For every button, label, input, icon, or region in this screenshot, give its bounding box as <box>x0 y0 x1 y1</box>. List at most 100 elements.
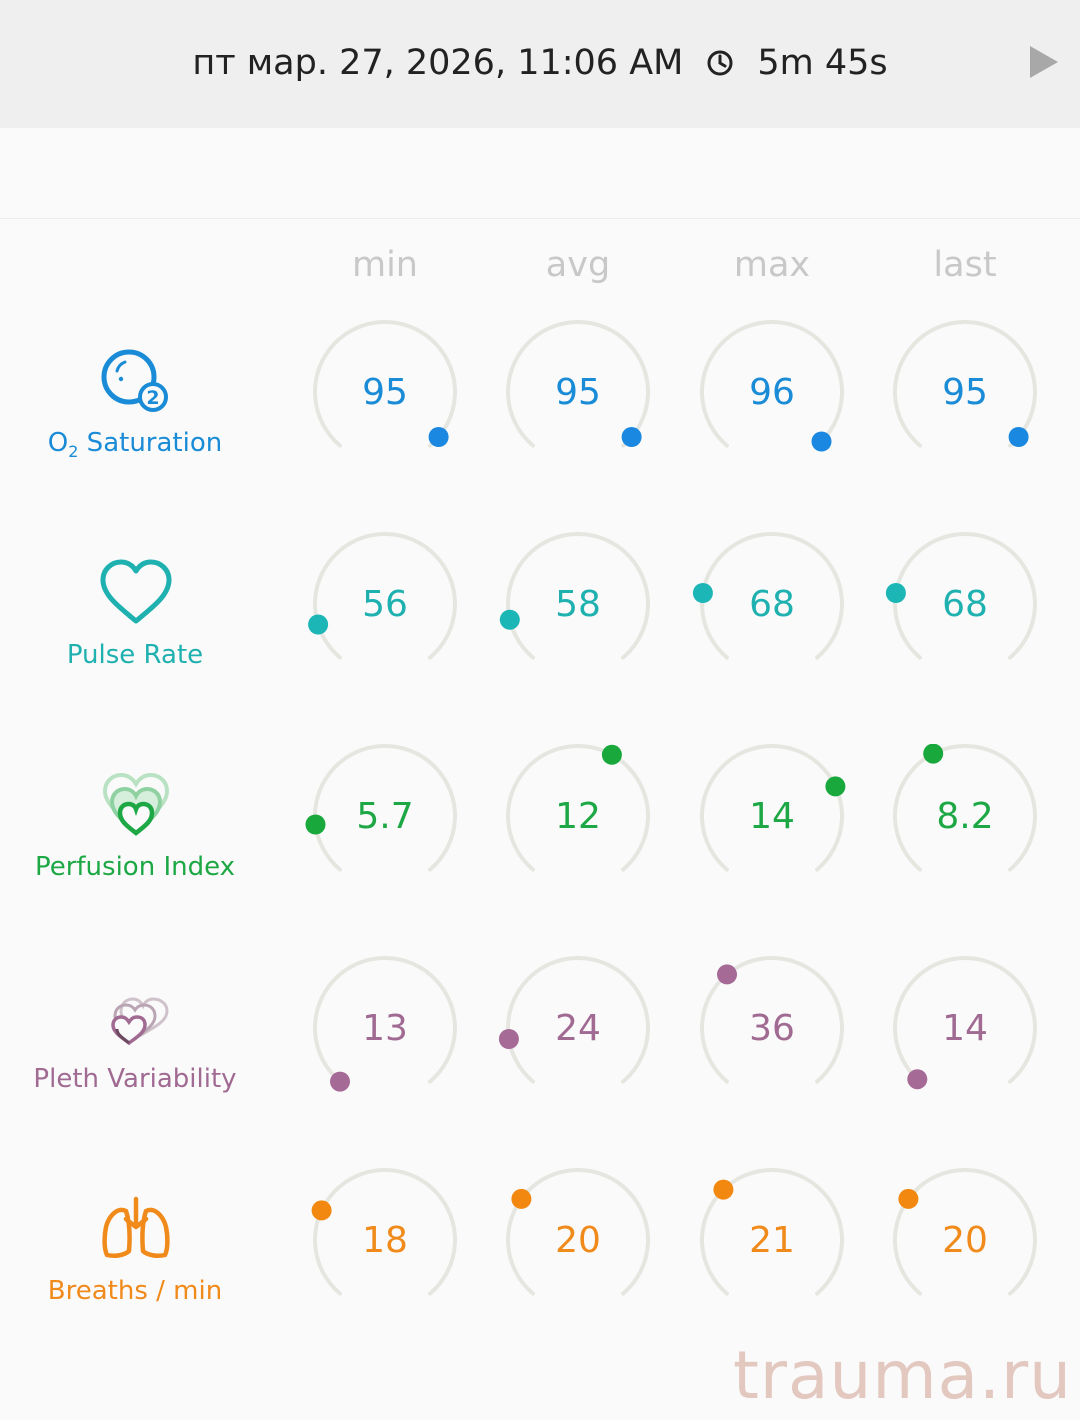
gauge-value: 58 <box>555 584 601 625</box>
gauge-track <box>506 1168 650 1296</box>
column-max: max <box>733 245 811 285</box>
gauge-breaths-avg: 20 <box>498 1168 658 1328</box>
gauge-pleth-max: 36 <box>692 956 852 1116</box>
gauge-indicator-dot <box>717 964 737 985</box>
spacer-area <box>0 128 1080 219</box>
gauge-track <box>700 532 844 660</box>
gauge-indicator-dot <box>825 776 846 797</box>
o2-icon: 2 <box>95 345 177 417</box>
metric-label: Pulse Rate <box>0 640 270 670</box>
gauge-track <box>700 744 844 872</box>
column-min: min <box>351 245 418 285</box>
metric-row-pleth: Pleth Variability 13 24 36 14 <box>0 956 1080 1168</box>
gauge-track <box>313 320 457 448</box>
lungs-icon <box>95 1193 177 1265</box>
metric-label: Breaths / min <box>0 1276 270 1306</box>
gauge-o2-avg: 95 <box>498 320 658 480</box>
gauge-pleth-min: 13 <box>305 956 465 1116</box>
column-headers: min avg max last <box>0 245 1080 295</box>
gauge-indicator-dot <box>499 609 520 630</box>
gauge-pulse-last: 68 <box>885 532 1045 692</box>
metric-row-breaths: Breaths / min 18 20 21 20 <box>0 1168 1080 1380</box>
metric-label: Pleth Variability <box>0 1064 270 1094</box>
top-bar: пт мар. 27, 2026, 11:06 AM 5m 45s <box>0 0 1080 128</box>
gauge-perfusion-avg: 12 <box>498 744 658 904</box>
gauge-breaths-last: 20 <box>885 1168 1045 1328</box>
gauge-track <box>506 320 650 448</box>
watermark: trauma.ru <box>733 1337 1072 1414</box>
gauge-indicator-dot <box>1008 427 1029 447</box>
metric-row-o2: 2 O2 Saturation 95 95 96 95 <box>0 320 1080 532</box>
gauge-indicator-dot <box>305 814 326 835</box>
gauge-track <box>893 1168 1037 1296</box>
gauge-breaths-max: 21 <box>692 1168 852 1328</box>
gauge-value: 14 <box>942 1008 988 1049</box>
gauge-value: 95 <box>942 372 988 413</box>
svg-text:2: 2 <box>146 387 159 409</box>
gauge-value: 18 <box>362 1220 408 1261</box>
gauge-indicator-dot <box>498 1029 519 1049</box>
gauge-value: 5.7 <box>356 796 414 837</box>
gauge-value: 14 <box>749 796 795 837</box>
gauge-value: 56 <box>362 584 408 625</box>
gauge-track <box>893 956 1037 1084</box>
metric-label-main: Perfusion Index <box>34 852 236 882</box>
gauge-indicator-dot <box>308 614 329 635</box>
gauge-indicator-dot <box>885 583 906 603</box>
column-avg: avg <box>545 245 611 285</box>
gauge-track <box>313 532 457 660</box>
gauge-value: 8.2 <box>936 796 994 837</box>
gauge-value: 21 <box>749 1220 795 1261</box>
clock-icon <box>707 50 733 76</box>
metric-label-subscript: 2 <box>68 442 79 462</box>
gauge-value: 95 <box>555 372 601 413</box>
gauge-indicator-dot <box>898 1188 919 1209</box>
gauge-track <box>700 320 844 448</box>
gauge-pleth-last: 14 <box>885 956 1045 1116</box>
pleth-icon <box>95 981 177 1053</box>
play-icon[interactable] <box>1026 42 1062 82</box>
gauge-indicator-dot <box>713 1179 734 1200</box>
gauge-pulse-max: 68 <box>692 532 852 692</box>
gauge-value: 68 <box>942 584 988 625</box>
gauge-indicator-dot <box>923 744 944 764</box>
session-datetime: пт мар. 27, 2026, 11:06 AM <box>192 43 684 83</box>
gauge-indicator-dot <box>330 1071 350 1092</box>
gauge-o2-last: 95 <box>885 320 1045 480</box>
gauge-value: 12 <box>555 796 601 837</box>
perfusion-icon <box>95 769 177 841</box>
gauge-track <box>313 956 457 1084</box>
metric-label-block: Pulse Rate <box>0 532 270 744</box>
metric-label-main: Pulse Rate <box>66 640 204 670</box>
metric-label-block: 2 O2 Saturation <box>0 320 270 532</box>
gauge-o2-max: 96 <box>692 320 852 480</box>
gauge-perfusion-last: 8.2 <box>885 744 1045 904</box>
metric-label-main: O <box>47 428 69 458</box>
metric-label-main: Breaths / min <box>47 1276 223 1306</box>
gauge-indicator-dot <box>692 583 713 603</box>
gauge-track <box>893 320 1037 448</box>
gauge-value: 68 <box>749 584 795 625</box>
gauge-perfusion-max: 14 <box>692 744 852 904</box>
gauge-indicator-dot <box>311 1200 332 1221</box>
gauge-value: 20 <box>555 1220 601 1261</box>
gauge-breaths-min: 18 <box>305 1168 465 1328</box>
gauge-indicator-dot <box>621 427 642 447</box>
metric-label: Perfusion Index <box>0 852 270 882</box>
gauge-track <box>893 532 1037 660</box>
gauge-value: 24 <box>555 1008 601 1049</box>
metric-label-block: Perfusion Index <box>0 744 270 956</box>
heart-icon <box>95 557 177 629</box>
gauge-pulse-avg: 58 <box>498 532 658 692</box>
gauge-o2-min: 95 <box>305 320 465 480</box>
session-duration: 5m 45s <box>757 43 888 83</box>
gauge-track <box>893 744 1037 872</box>
gauge-value: 36 <box>749 1008 795 1049</box>
gauge-indicator-dot <box>907 1069 928 1090</box>
gauge-value: 96 <box>749 372 795 413</box>
metric-row-perfusion: Perfusion Index 5.7 12 14 8.2 <box>0 744 1080 956</box>
gauge-pulse-min: 56 <box>305 532 465 692</box>
gauge-pleth-avg: 24 <box>498 956 658 1116</box>
metric-label-rest: Saturation <box>78 428 223 458</box>
gauge-track <box>313 1168 457 1296</box>
